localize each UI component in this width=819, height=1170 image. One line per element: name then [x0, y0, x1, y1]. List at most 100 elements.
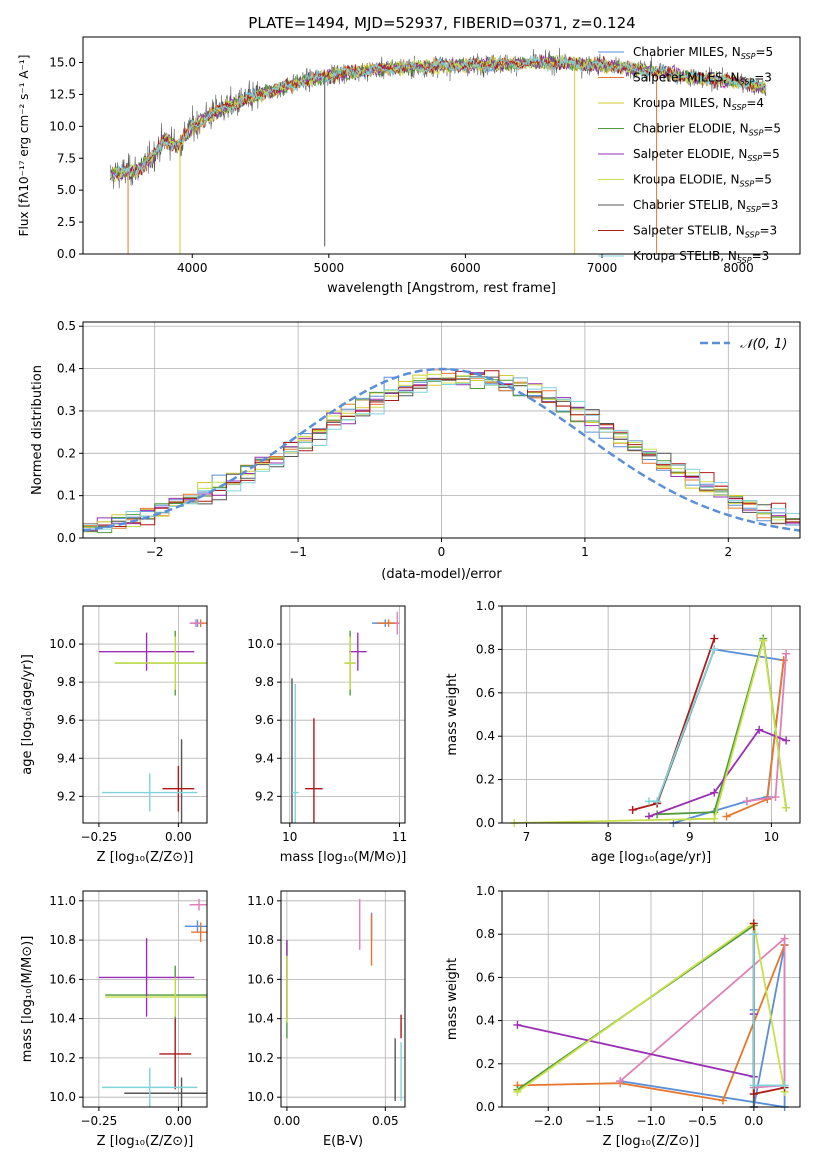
z_mass-frame — [82, 890, 208, 1108]
errorbar-point — [189, 898, 207, 911]
series-marker — [644, 812, 653, 821]
y-tick-label: 10.6 — [49, 972, 76, 986]
x-tick-label: 8000 — [723, 261, 754, 275]
y-tick-label: 7.5 — [57, 151, 76, 165]
errorbar-point — [159, 1018, 192, 1090]
x-tick-label: 0.00 — [165, 1114, 192, 1128]
errorbar-point — [184, 920, 207, 933]
series-marker — [616, 1077, 625, 1086]
y-tick-label: 0.3 — [57, 404, 76, 418]
y-tick-label: 10.2 — [247, 1051, 274, 1065]
series-line — [514, 640, 787, 823]
x-tick-label: 0.0 — [744, 1114, 763, 1128]
series-marker — [782, 649, 791, 658]
series-marker — [718, 1096, 727, 1105]
gaussian-curve — [83, 367, 800, 532]
y-tick-label: 1.0 — [476, 884, 495, 898]
y-tick-label: 10.2 — [49, 1051, 76, 1065]
errorbar-point — [189, 619, 203, 627]
y-tick-label: 0.2 — [476, 773, 495, 787]
legend-label: 𝒩(0, 1) — [740, 337, 787, 352]
residuals-legend: 𝒩(0, 1) — [700, 337, 787, 352]
y-tick-label: 0.0 — [57, 531, 76, 545]
y-tick-label: 0.1 — [57, 489, 76, 503]
y-tick-label: 10.0 — [49, 637, 76, 651]
y-tick-label: 0.5 — [57, 319, 76, 333]
y-tick-label: 9.8 — [255, 675, 274, 689]
y-tick-label: 0.4 — [57, 362, 76, 376]
x-tick-label: −0.25 — [81, 1114, 118, 1128]
x-axis-label: Z [log₁₀(Z/Z⊙)] — [97, 1134, 194, 1149]
ebv_mass-axes: 0.00 0.05 10.0 10.2 10.4 10.6 10.8 11.0 E(B-V) — [247, 891, 405, 1149]
y-tick-label: 15.0 — [49, 56, 76, 70]
y-tick-label: 9.2 — [57, 789, 76, 803]
legend-label: Kroupa MILES, NSSP=4 — [633, 96, 764, 112]
weight_z-axes: −2.0 −1.5 −1.0 −0.5 0.0 0.0 0.2 0.4 0.6 0.8 1.0 Z [… — [445, 884, 800, 1149]
x-axis-label: age [log₁₀(age/yr)] — [591, 850, 712, 865]
series-marker — [780, 1081, 789, 1090]
x-tick-label: 5000 — [314, 261, 345, 275]
x-tick-label: −1 — [289, 545, 307, 559]
errorbar-point — [102, 1067, 198, 1107]
x-tick-label: 0 — [438, 545, 446, 559]
x-tick-label: 8 — [604, 830, 612, 844]
legend-label: Chabrier ELODIE, NSSP=5 — [633, 122, 781, 138]
residuals-frame — [82, 321, 801, 539]
ebv_mass-frame — [280, 890, 406, 1108]
figure-title: PLATE=1494, MJD=52937, FIBERID=0371, z=0… — [248, 14, 635, 32]
legend-label: Salpeter MILES, NSSP=3 — [633, 71, 772, 87]
x-axis-label: Z [log₁₀(Z/Z⊙)] — [603, 1134, 700, 1149]
y-tick-label: 1.0 — [476, 599, 495, 613]
x-tick-label: −2.0 — [534, 1114, 563, 1128]
errorbar-point — [105, 977, 207, 1017]
y-tick-label: 0.8 — [476, 927, 495, 941]
series-line — [619, 936, 786, 1089]
series-marker — [710, 788, 719, 797]
spectrum-axes: 4000 5000 6000 7000 8000 0.0 2.5 5.0 7.5 10.0 12.5… — [17, 55, 754, 296]
weight_age-axes: 7 8 9 10 0.0 0.2 0.4 0.6 0.8 1.0 age [log₁₀(age/yr… — [445, 599, 800, 865]
legend-label: Kroupa STELIB, NSSP=3 — [633, 249, 769, 265]
z_age-axes: −0.25 0.00 9.2 9.4 9.6 9.8 10.0 Z [log₁₀(Z/Z⊙)]… — [20, 606, 207, 865]
series-marker — [749, 1081, 758, 1090]
mass_age-axes: 10 11 9.2 9.4 9.6 9.8 10.0 mass [log₁₀(M/M⊙)] — [247, 606, 407, 865]
y-tick-label: 10.0 — [49, 119, 76, 133]
y-tick-label: 0.2 — [57, 446, 76, 460]
errorbar-point — [291, 684, 299, 823]
y-tick-label: 2.5 — [57, 215, 76, 229]
y-axis-label: Flux [fλ10⁻¹⁷ erg cm⁻² s⁻¹ A⁻¹] — [17, 55, 31, 237]
x-tick-label: 2 — [724, 545, 732, 559]
weight_z-frame — [501, 890, 801, 1108]
y-tick-label: 0.4 — [476, 729, 495, 743]
x-tick-label: 6000 — [450, 261, 481, 275]
series-marker — [749, 930, 758, 939]
errorbar-point — [98, 632, 195, 671]
spectrum-frame — [82, 36, 801, 255]
spectrum-kroupa-stelib — [109, 55, 767, 182]
x-tick-label: 10 — [282, 830, 297, 844]
series-marker — [759, 636, 768, 645]
legend-label: Chabrier STELIB, NSSP=3 — [633, 198, 778, 214]
series-line — [649, 649, 716, 803]
y-tick-label: 0.0 — [476, 816, 495, 830]
x-tick-label: 11 — [392, 830, 407, 844]
x-tick-label: −2 — [146, 545, 164, 559]
series-marker — [722, 812, 731, 821]
y-axis-label: Normed distribution — [30, 365, 45, 495]
mass_age-frame — [280, 605, 406, 824]
spectrum-legend: Chabrier MILES, NSSP=5 Salpeter MILES, NS… — [598, 45, 781, 265]
y-tick-label: 10.0 — [247, 1090, 274, 1104]
errorbar-point — [162, 765, 195, 812]
residual-hist-salpeter-stelib — [83, 370, 800, 527]
series-marker — [710, 814, 719, 823]
y-tick-label: 11.0 — [49, 894, 76, 908]
series-marker — [710, 645, 719, 654]
x-axis-label: wavelength [Angstrom, rest frame] — [327, 281, 556, 296]
y-tick-label: 10.0 — [247, 637, 274, 651]
x-tick-label: 1 — [581, 545, 589, 559]
series-marker — [644, 797, 653, 806]
y-axis-label: age [log₁₀(age/yr)] — [20, 654, 35, 775]
errorbar-point — [305, 718, 323, 823]
y-tick-label: 9.6 — [255, 713, 274, 727]
errorbar-point — [98, 938, 195, 1017]
